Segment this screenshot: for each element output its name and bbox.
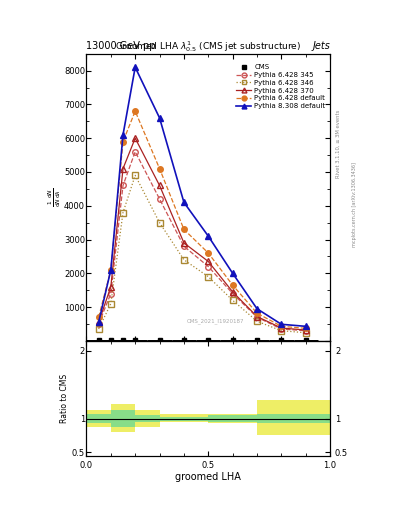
Y-axis label: $\frac{1}{\mathrm{d}N}\frac{\mathrm{d}N}{\mathrm{d}\lambda}$: $\frac{1}{\mathrm{d}N}\frac{\mathrm{d}N}… xyxy=(46,188,62,207)
Title: Groomed LHA $\lambda^{1}_{0.5}$ (CMS jet substructure): Groomed LHA $\lambda^{1}_{0.5}$ (CMS jet… xyxy=(115,39,301,54)
Legend: CMS, Pythia 6.428 345, Pythia 6.428 346, Pythia 6.428 370, Pythia 6.428 default,: CMS, Pythia 6.428 345, Pythia 6.428 346,… xyxy=(235,63,327,111)
X-axis label: groomed LHA: groomed LHA xyxy=(175,472,241,482)
Text: Rivet 3.1.10, ≥ 3M events: Rivet 3.1.10, ≥ 3M events xyxy=(336,109,341,178)
Text: Jets: Jets xyxy=(312,41,330,51)
Text: mcplots.cern.ch [arXiv:1306.3436]: mcplots.cern.ch [arXiv:1306.3436] xyxy=(352,162,357,247)
Text: CMS_2021_I1920187: CMS_2021_I1920187 xyxy=(187,318,244,324)
Text: 13000 GeV pp: 13000 GeV pp xyxy=(86,41,156,51)
Y-axis label: Ratio to CMS: Ratio to CMS xyxy=(60,374,69,423)
